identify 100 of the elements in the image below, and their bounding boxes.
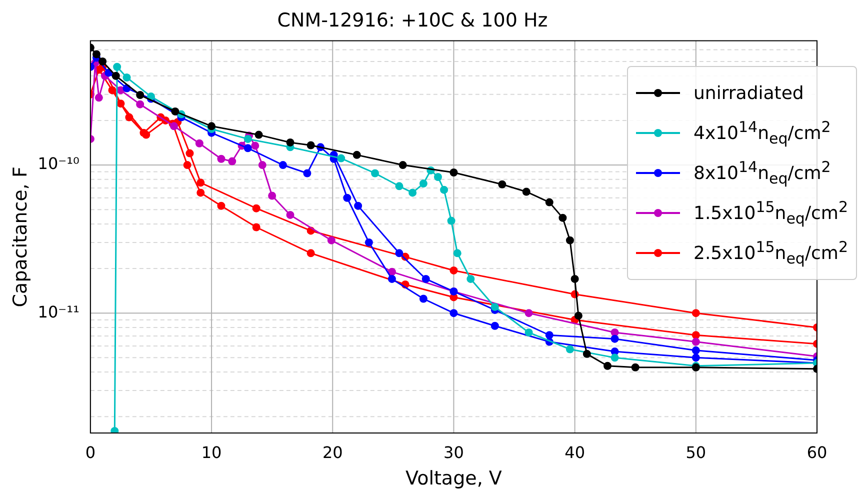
point [566, 236, 574, 244]
x-tick-label: 50 [686, 442, 706, 462]
point [327, 236, 336, 244]
chart-title: CNM-12916: +10C & 100 Hz [277, 9, 548, 32]
point [419, 294, 428, 303]
point [186, 149, 194, 158]
point [604, 362, 612, 370]
point [136, 100, 144, 108]
point [171, 107, 180, 116]
point [142, 130, 150, 139]
x-tick-label: 10 [201, 442, 222, 462]
point [566, 345, 574, 354]
point [110, 426, 119, 433]
point [217, 202, 226, 210]
point [337, 154, 346, 162]
legend-label: 1.5x10$^{15}$n$_{eq}$/cm$^{2}$ [694, 198, 848, 228]
point [258, 161, 266, 170]
point [254, 130, 263, 139]
point [208, 122, 216, 130]
point [196, 178, 205, 187]
point [170, 122, 178, 130]
point [558, 214, 567, 222]
y-tick-label: 10⁻¹¹ [38, 302, 80, 322]
point [125, 113, 134, 122]
point [447, 216, 456, 225]
point [450, 266, 458, 274]
point [98, 58, 107, 66]
point [196, 188, 205, 197]
point [692, 354, 700, 362]
x-tick-label: 20 [322, 442, 343, 462]
point [522, 188, 530, 196]
x-tick-label: 30 [444, 442, 464, 462]
x-tick-label: 0 [85, 442, 96, 462]
point [244, 144, 252, 152]
point [112, 72, 120, 80]
point [524, 328, 533, 336]
point [398, 161, 407, 170]
point [692, 309, 700, 318]
point [422, 274, 430, 283]
point [303, 169, 312, 178]
point [306, 141, 315, 150]
legend-label: unirradiated [694, 82, 804, 104]
point [251, 142, 260, 150]
point [371, 169, 380, 178]
point [352, 150, 361, 159]
point [450, 168, 458, 177]
point [388, 274, 396, 283]
x-axis-title: Voltage, V [406, 468, 502, 490]
point [268, 192, 276, 200]
point [395, 249, 404, 258]
point [419, 180, 428, 188]
point [183, 161, 192, 170]
x-tick-label: 60 [806, 442, 828, 462]
point [286, 138, 294, 146]
y-axis-title: Capacitance, F [9, 166, 32, 308]
point [490, 322, 499, 330]
point [306, 249, 315, 258]
point [122, 73, 131, 82]
point [116, 100, 125, 108]
legend-label: 4x10$^{14}$n$_{eq}$/cm$^{2}$ [694, 118, 831, 148]
point [217, 154, 226, 163]
point [278, 161, 287, 170]
point [408, 188, 417, 197]
x-tick-label: 40 [564, 442, 585, 462]
point [108, 86, 116, 94]
point [631, 363, 640, 372]
point [434, 173, 442, 182]
point [440, 186, 448, 194]
point [94, 94, 103, 102]
point [498, 180, 506, 188]
point [524, 309, 533, 318]
point [692, 346, 700, 354]
point [692, 338, 700, 346]
point [395, 182, 404, 190]
point [574, 312, 582, 320]
point [343, 194, 352, 202]
point [692, 331, 700, 340]
point [286, 210, 294, 219]
legend-label: 2.5x10$^{15}$n$_{eq}$/cm$^{2}$ [694, 238, 848, 268]
point [228, 157, 236, 166]
y-tick-label: 10⁻¹⁰ [38, 154, 80, 174]
point [582, 350, 591, 358]
point [545, 331, 554, 340]
point [466, 274, 475, 283]
point [92, 50, 100, 58]
point [252, 204, 260, 212]
point [610, 334, 619, 343]
point [610, 354, 619, 362]
point [195, 139, 204, 148]
point [570, 274, 579, 283]
point [364, 238, 373, 246]
point [354, 202, 362, 210]
point [453, 249, 462, 258]
point [113, 62, 122, 71]
point [252, 223, 260, 232]
legend-label: 8x10$^{14}$n$_{eq}$/cm$^{2}$ [694, 158, 831, 188]
point [450, 309, 458, 318]
point [545, 198, 554, 206]
point [136, 91, 144, 100]
point [244, 134, 252, 143]
